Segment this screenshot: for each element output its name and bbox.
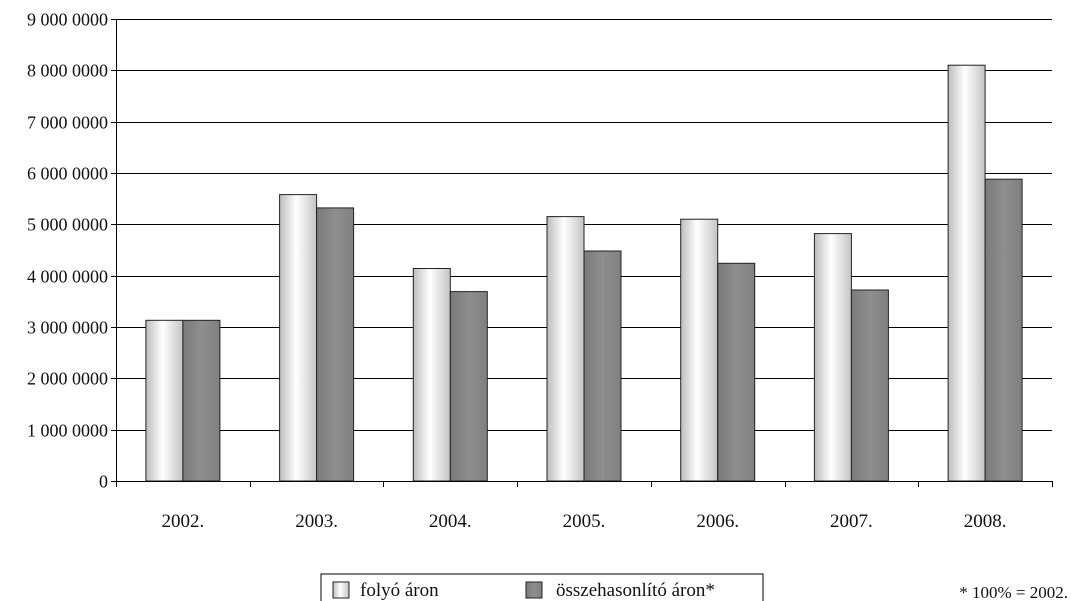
bars <box>145 64 1023 482</box>
bar-osszehasonlito-aron <box>449 291 488 482</box>
bar-folyo-aron <box>279 194 318 482</box>
x-tick-label: 2003. <box>295 511 338 532</box>
y-tick-label: 9 000 0000 <box>27 10 108 30</box>
legend-frame <box>320 573 764 601</box>
y-tick-labels: 0 1 000 0000 2 000 0000 3 000 0000 4 000 000… <box>27 10 108 492</box>
bar-osszehasonlito-aron <box>984 178 1023 482</box>
x-tick-label: 2005. <box>563 511 606 532</box>
x-tick-labels: 2002. 2003. 2004. 2005. 2006. 2007. 2008. <box>161 511 1006 532</box>
x-tick-label: 2008. <box>964 511 1007 532</box>
y-tick-label: 3 000 0000 <box>27 318 108 338</box>
footnote: * 100% = 2002. <box>959 583 1068 601</box>
x-tick-label: 2007. <box>830 511 873 532</box>
y-tick-label: 1 000 0000 <box>27 421 108 441</box>
y-tick-label: 5 000 0000 <box>27 215 108 235</box>
x-tick-label: 2006. <box>696 511 739 532</box>
legend-swatch-osszehasonlito-aron <box>525 581 543 599</box>
bar-osszehasonlito-aron <box>316 207 355 482</box>
bar-osszehasonlito-aron <box>850 289 889 482</box>
legend-label-folyo-aron: folyó áron <box>360 580 439 601</box>
bar-folyo-aron <box>813 233 852 482</box>
bar-folyo-aron <box>412 268 451 482</box>
y-tick-label: 4 000 0000 <box>27 267 108 287</box>
bar-osszehasonlito-aron <box>717 262 756 482</box>
bar-folyo-aron <box>546 216 585 482</box>
x-tick-label: 2002. <box>161 511 204 532</box>
legend-label-osszehasonlito-aron: összehasonlító áron* <box>556 580 715 601</box>
bar-folyo-aron <box>145 319 184 482</box>
y-tick-label: 8 000 0000 <box>27 61 108 81</box>
y-tick-label: 0 <box>99 472 108 492</box>
y-tick-label: 2 000 0000 <box>27 369 108 389</box>
legend-swatch-folyo-aron <box>332 581 350 599</box>
bar-folyo-aron <box>947 64 986 482</box>
axes <box>111 19 1053 487</box>
legend: folyó áron összehasonlító áron* <box>320 573 764 601</box>
bar-osszehasonlito-aron <box>182 319 221 482</box>
y-tick-label: 7 000 0000 <box>27 113 108 133</box>
bar-osszehasonlito-aron <box>583 250 622 482</box>
y-tick-label: 6 000 0000 <box>27 164 108 184</box>
bar-folyo-aron <box>680 218 719 482</box>
x-tick-label: 2004. <box>429 511 472 532</box>
